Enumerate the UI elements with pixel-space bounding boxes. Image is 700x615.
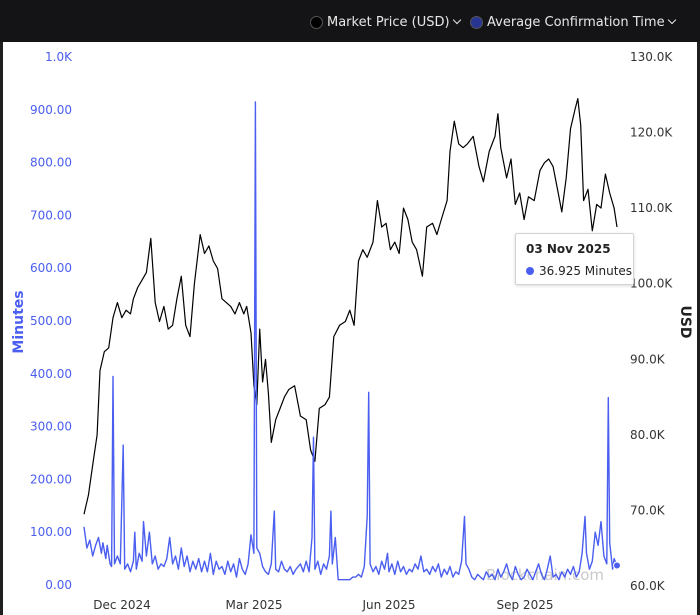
- tooltip-series-dot-icon: [526, 267, 534, 275]
- x-axis-tick-label: Mar 2025: [226, 598, 283, 612]
- x-axis-tick-label: Dec 2024: [93, 598, 151, 612]
- hover-point-marker: [613, 561, 621, 570]
- chart-plot-area[interactable]: 0.00 100.00 200.00 300.00 400.00 500.00 600.00…: [3, 42, 697, 615]
- left-axis-tick-label: 500.00: [30, 314, 72, 328]
- left-axis-tick-label: 200.00: [30, 472, 72, 486]
- left-axis-tick-label: 600.00: [30, 261, 72, 275]
- right-axis-tick-label: 110.0K: [630, 201, 673, 215]
- chevron-down-icon: [667, 15, 676, 25]
- x-axis-tick-label: Jun 2025: [361, 598, 415, 612]
- right-axis-tick-label: 60.0K: [630, 579, 666, 593]
- chevron-down-icon: [452, 15, 461, 25]
- left-axis-tick-label: 0.00: [45, 578, 72, 592]
- right-axis-tick-label: 70.0K: [630, 503, 666, 517]
- tooltip-value: 36.925 Minutes: [539, 264, 633, 278]
- right-axis-tick-label: 130.0K: [630, 50, 673, 64]
- right-axis-tick-label: 90.0K: [630, 352, 666, 366]
- legend-toggle-confirmation-time[interactable]: Average Confirmation Time: [470, 13, 676, 31]
- tooltip-row: 36.925 Minutes: [526, 264, 632, 278]
- left-axis-tick-label: 900.00: [30, 103, 72, 117]
- market-price-dot-icon: [310, 15, 323, 29]
- left-axis-tick-label: 100.00: [30, 525, 72, 539]
- legend-label-market-price: Market Price (USD): [327, 14, 450, 30]
- right-axis-tick-label: 100.0K: [630, 277, 673, 291]
- x-axis-tick-label: Sep 2025: [497, 598, 554, 612]
- chart-tooltip: 03 Nov 2025 36.925 Minutes: [515, 233, 634, 285]
- left-axis-tick-label: 800.00: [30, 156, 72, 170]
- left-axis-tick-label: 1.0K: [45, 50, 73, 64]
- left-axis-title: Minutes: [11, 290, 27, 353]
- tooltip-date: 03 Nov 2025: [526, 242, 611, 256]
- right-axis-title: USD: [677, 305, 693, 338]
- right-axis-tick-label: 120.0K: [630, 126, 673, 140]
- left-axis-tick-label: 700.00: [30, 208, 72, 222]
- left-axis-tick-label: 300.00: [30, 420, 72, 434]
- confirmation-time-series-line: [83, 101, 618, 581]
- right-axis-tick-label: 80.0K: [630, 428, 666, 442]
- legend-toggle-market-price[interactable]: Market Price (USD): [310, 13, 461, 31]
- legend-label-confirmation-time: Average Confirmation Time: [487, 14, 665, 30]
- market-price-series-line: [83, 97, 618, 515]
- confirmation-time-dot-icon: [470, 15, 483, 29]
- chart-svg: 0.00 100.00 200.00 300.00 400.00 500.00 600.00…: [11, 50, 693, 612]
- left-axis-tick-label: 400.00: [30, 367, 72, 381]
- legend-bar: Market Price (USD) Average Confirmation …: [0, 0, 700, 42]
